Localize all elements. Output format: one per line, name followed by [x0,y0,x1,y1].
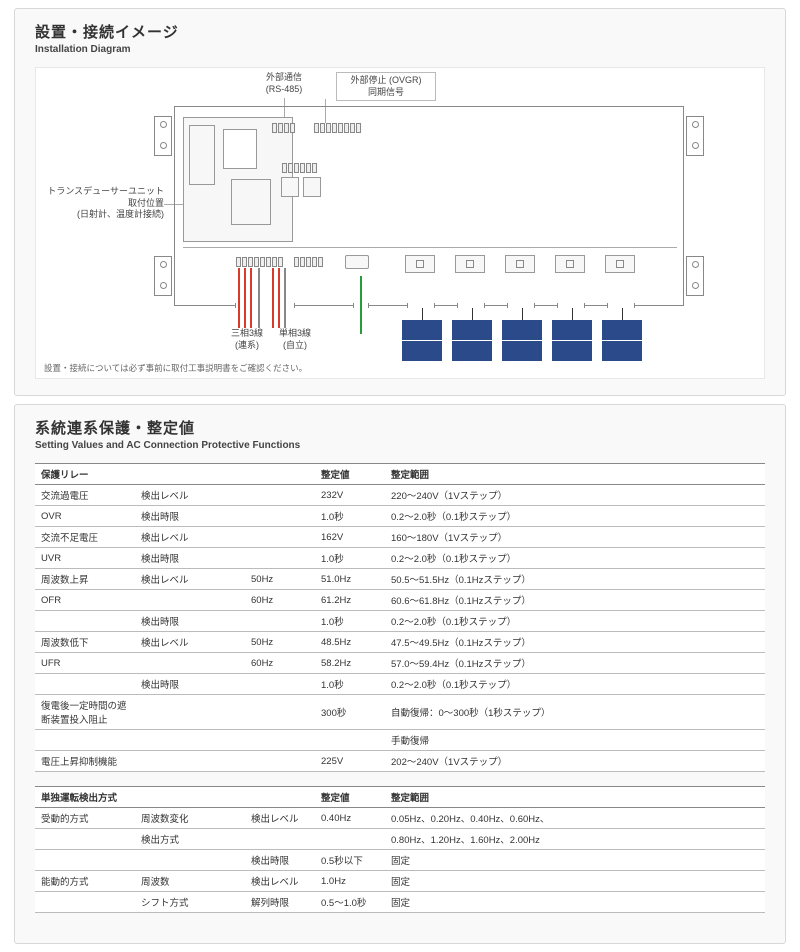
bracket-br [686,256,704,296]
diagram-footnote: 設置・接続については必ず事前に取付工事説明書をご確認ください。 [44,362,756,374]
callout-ext-comm: 外部通信(RS-485) [244,72,324,95]
table-row: 受動的方式周波数変化検出レベル0.40Hz0.05Hz、0.20Hz、0.40H… [35,808,765,829]
wire-three-phase [238,268,240,328]
setting-values-panel: 系統連系保護・整定値 Setting Values and AC Connect… [14,404,786,944]
table-header: 整定値 [315,787,385,808]
panel2-title-jp: 系統連系保護・整定値 [35,417,765,438]
islanding-detection-table: 単独運転検出方式 整定値整定範囲 受動的方式周波数変化検出レベル0.40Hz0.0… [35,786,765,913]
diagram-container: 外部通信(RS-485) 外部停止 (OVGR)同期信号 トランスデューサーユニ… [35,67,765,379]
table-row: 交流不足電圧検出レベル162V160～180V（1Vステップ） [35,527,765,548]
table-row: UVR検出時限1.0秒0.2～2.0秒（0.1秒ステップ） [35,548,765,569]
table-header [245,464,315,485]
installation-diagram-panel: 設置・接続イメージ Installation Diagram 外部通信(RS-4… [14,8,786,396]
table-header: 単独運転検出方式 [35,787,135,808]
bracket-tl [154,116,172,156]
solar-panel-4 [552,308,592,362]
panel2-title-en: Setting Values and AC Connection Protect… [35,440,765,451]
protection-relay-table: 保護リレー 整定値整定範囲 交流過電圧検出レベル232V220～240V（1Vステ… [35,463,765,772]
label-three-phase: 三相3線(連系) [222,328,272,351]
table-row: 手動復帰 [35,730,765,751]
terminal-rs485 [271,123,295,133]
solar-panel-1 [402,308,442,362]
bracket-bl [154,256,172,296]
table-row: 検出時限0.5秒以下固定 [35,850,765,871]
table-header [245,787,315,808]
table-header: 整定値 [315,464,385,485]
table-header [135,464,245,485]
table-row: UFR60Hz58.2Hz57.0～59.4Hz（0.1Hzステップ） [35,653,765,674]
solar-panel-3 [502,308,542,362]
label-single-phase: 単相3線(自立) [270,328,320,351]
table-row: 周波数低下検出レベル50Hz48.5Hz47.5～49.5Hz（0.1Hzステッ… [35,632,765,653]
panel1-title-jp: 設置・接続イメージ [35,21,765,42]
table-row: 能動的方式周波数検出レベル1.0Hz固定 [35,871,765,892]
table-row: シフト方式解列時限0.5～1.0秒固定 [35,892,765,913]
table-row: 交流過電圧検出レベル232V220～240V（1Vステップ） [35,485,765,506]
table-row: 検出方式0.80Hz、1.20Hz、1.60Hz、2.00Hz [35,829,765,850]
solar-panel-5 [602,308,642,362]
installation-diagram: 外部通信(RS-485) 外部停止 (OVGR)同期信号 トランスデューサーユニ… [44,76,756,356]
table-row: 検出時限1.0秒0.2～2.0秒（0.1秒ステップ） [35,611,765,632]
callout-transducer: トランスデューサーユニット 取付位置 (日射計、温度計接続) [44,186,164,221]
table-row: OFR60Hz61.2Hz60.6～61.8Hz（0.1Hzステップ） [35,590,765,611]
table-header [135,787,245,808]
table-row: 検出時限1.0秒0.2～2.0秒（0.1秒ステップ） [35,674,765,695]
table-row: 周波数上昇検出レベル50Hz51.0Hz50.5～51.5Hz（0.1Hzステッ… [35,569,765,590]
table-row: 復電後一定時間の遮断装置投入阻止300秒自動復帰：0～300秒（1秒ステップ） [35,695,765,730]
solar-panel-2 [452,308,492,362]
bracket-tr [686,116,704,156]
table-header: 保護リレー [35,464,135,485]
table-row: OVR検出時限1.0秒0.2～2.0秒（0.1秒ステップ） [35,506,765,527]
panel1-title-en: Installation Diagram [35,44,765,55]
table-header: 整定範囲 [385,787,765,808]
wire-single-phase [272,268,274,328]
callout-ext-stop: 外部停止 (OVGR)同期信号 [336,72,436,101]
table-header: 整定範囲 [385,464,765,485]
wire-ground [360,276,362,334]
terminal-ovgr [313,123,361,133]
table-row: 電圧上昇抑制機能225V202～240V（1Vステップ） [35,751,765,772]
